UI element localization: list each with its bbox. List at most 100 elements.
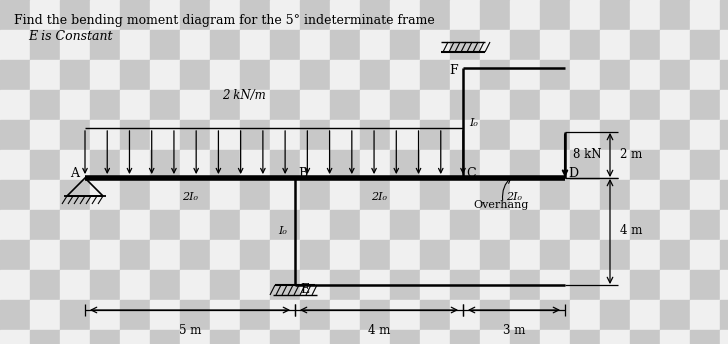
Bar — [600, 210, 630, 240]
Bar — [720, 330, 728, 344]
Bar — [390, 60, 420, 90]
Text: 2I₀: 2I₀ — [371, 192, 387, 202]
Bar — [390, 150, 420, 180]
Bar — [60, 30, 90, 60]
Bar — [660, 240, 690, 270]
Bar — [0, 0, 30, 30]
Bar — [720, 0, 728, 30]
Bar — [270, 210, 300, 240]
Bar — [630, 30, 660, 60]
Bar — [120, 90, 150, 120]
Bar — [30, 270, 60, 300]
Bar — [90, 120, 120, 150]
Bar — [240, 0, 270, 30]
Bar — [60, 330, 90, 344]
Bar — [180, 180, 210, 210]
Bar — [30, 210, 60, 240]
Bar — [0, 240, 30, 270]
Bar — [450, 240, 480, 270]
Bar — [630, 240, 660, 270]
Bar — [150, 60, 180, 90]
Bar — [720, 60, 728, 90]
Bar — [150, 120, 180, 150]
Bar — [0, 150, 30, 180]
Bar — [240, 120, 270, 150]
Bar — [690, 300, 720, 330]
Bar — [540, 180, 570, 210]
Text: 4 m: 4 m — [620, 225, 642, 237]
Bar — [210, 150, 240, 180]
Bar — [420, 300, 450, 330]
Bar — [60, 240, 90, 270]
Bar — [510, 120, 540, 150]
Bar — [690, 0, 720, 30]
Bar — [600, 180, 630, 210]
Bar — [270, 0, 300, 30]
Bar — [390, 330, 420, 344]
Bar — [420, 90, 450, 120]
Bar — [30, 300, 60, 330]
Bar — [510, 0, 540, 30]
Bar — [540, 330, 570, 344]
Bar — [510, 240, 540, 270]
Bar — [210, 210, 240, 240]
Bar — [330, 330, 360, 344]
Bar — [180, 0, 210, 30]
Bar — [150, 150, 180, 180]
Bar — [180, 60, 210, 90]
Bar — [120, 240, 150, 270]
Bar — [630, 60, 660, 90]
Bar — [660, 60, 690, 90]
Bar — [60, 90, 90, 120]
Bar — [60, 60, 90, 90]
Bar — [30, 330, 60, 344]
Bar — [270, 270, 300, 300]
Bar — [510, 90, 540, 120]
Bar — [600, 30, 630, 60]
Bar — [390, 180, 420, 210]
Bar — [150, 270, 180, 300]
Bar — [90, 270, 120, 300]
Bar — [360, 30, 390, 60]
Bar — [390, 300, 420, 330]
Bar — [90, 240, 120, 270]
Bar — [480, 150, 510, 180]
Bar — [660, 150, 690, 180]
Bar — [720, 90, 728, 120]
Bar — [600, 90, 630, 120]
Bar — [330, 270, 360, 300]
Bar — [480, 270, 510, 300]
Bar — [90, 30, 120, 60]
Bar — [540, 210, 570, 240]
Bar — [150, 30, 180, 60]
Bar — [0, 90, 30, 120]
Bar — [540, 240, 570, 270]
Bar — [480, 30, 510, 60]
Bar — [90, 90, 120, 120]
Bar — [570, 0, 600, 30]
Bar — [510, 270, 540, 300]
Bar — [570, 60, 600, 90]
Bar — [630, 180, 660, 210]
Bar — [300, 120, 330, 150]
Bar — [150, 240, 180, 270]
Bar — [600, 270, 630, 300]
Bar — [150, 330, 180, 344]
Bar — [690, 60, 720, 90]
Bar — [180, 240, 210, 270]
Text: C: C — [466, 167, 475, 180]
Bar — [210, 120, 240, 150]
Bar — [330, 0, 360, 30]
Bar — [450, 330, 480, 344]
Bar — [270, 150, 300, 180]
Bar — [360, 210, 390, 240]
Bar — [300, 0, 330, 30]
Bar — [660, 120, 690, 150]
Bar — [540, 150, 570, 180]
Bar — [420, 270, 450, 300]
Bar — [690, 270, 720, 300]
Bar — [330, 30, 360, 60]
Bar — [180, 300, 210, 330]
Bar — [450, 60, 480, 90]
Bar — [570, 270, 600, 300]
